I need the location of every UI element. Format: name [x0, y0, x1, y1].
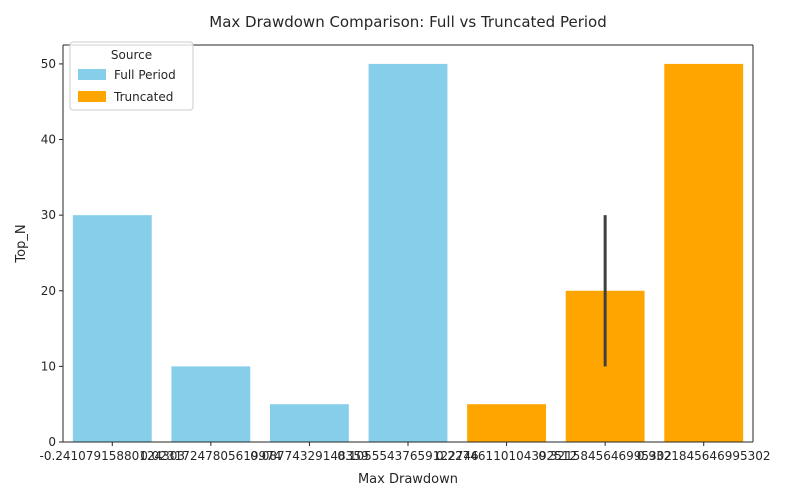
- y-axis-title: Top_N: [14, 224, 29, 263]
- legend-swatch-0: [78, 69, 106, 80]
- bar-full-period-0: [72, 215, 152, 442]
- legend-title: Source: [111, 48, 152, 62]
- y-tick-label-1: 10: [41, 359, 56, 373]
- bar-truncated-4: [467, 404, 546, 442]
- x-tick-label-2: 0.08774329148359: [250, 449, 368, 463]
- bar-full-period-1: [171, 366, 251, 442]
- y-tick-label-0: 0: [48, 435, 56, 449]
- x-tick-label-6: 0.9321845646995302: [637, 449, 771, 463]
- y-tick-label-2: 20: [41, 284, 56, 298]
- x-tick-label-1: 0.02317247805619974: [140, 449, 281, 463]
- legend-entries: Full Period Truncated: [78, 68, 176, 104]
- x-axis-title: Max Drawdown: [358, 472, 458, 487]
- y-tick-label-5: 50: [41, 57, 56, 71]
- bars-layer: [72, 63, 744, 443]
- y-tick-label-4: 40: [41, 133, 56, 147]
- legend-label-1: Truncated: [113, 90, 173, 104]
- ticks-layer: 0 10 20 30 40 50 -0.241079158801243030.0231724…: [39, 57, 770, 463]
- x-tick-label-0: -0.24107915880124303: [39, 449, 185, 463]
- x-tick-label-4: 0.22746110104392512: [436, 449, 577, 463]
- bar-truncated-6: [664, 63, 744, 443]
- y-tick-label-3: 30: [41, 208, 56, 222]
- legend-swatch-1: [78, 91, 106, 102]
- bar-full-period-3: [368, 63, 448, 443]
- chart-title: Max Drawdown Comparison: Full vs Truncat…: [209, 13, 606, 31]
- legend-label-0: Full Period: [114, 68, 176, 82]
- legend: Source Full Period Truncated: [69, 41, 194, 111]
- bar-full-period-2: [270, 404, 349, 442]
- x-tick-label-5: 0.3215845646995302: [538, 449, 672, 463]
- x-tick-label-3: 0.10555437659122746: [337, 449, 478, 463]
